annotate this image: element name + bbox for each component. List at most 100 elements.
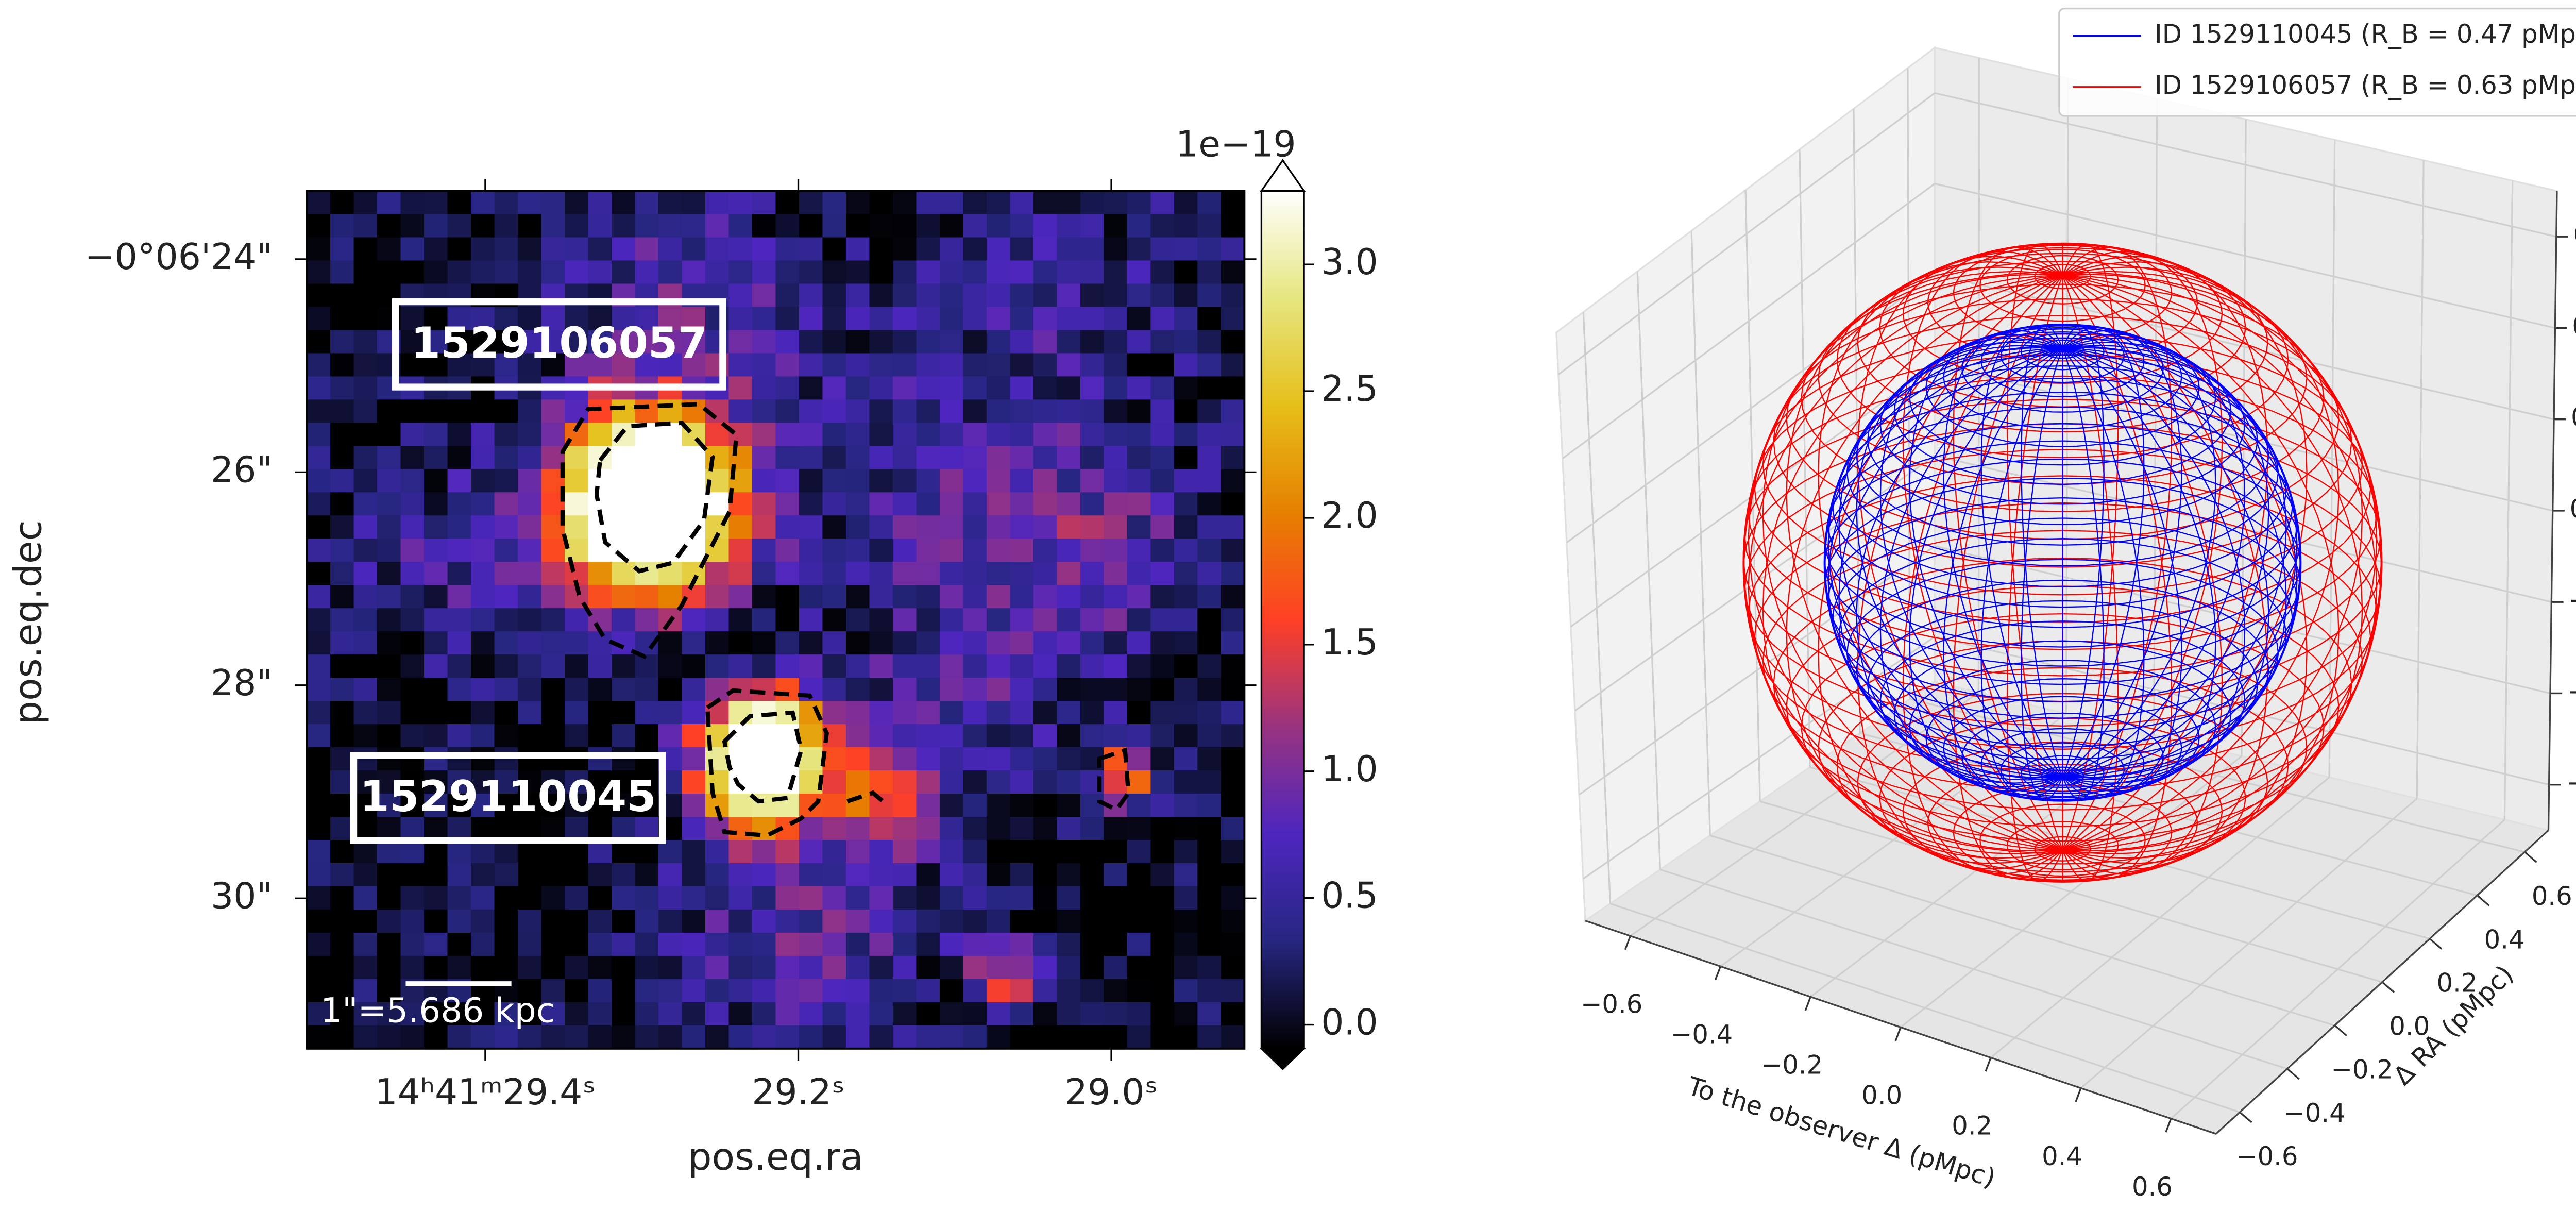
heatmap-cell: [1057, 492, 1081, 516]
heatmap-cell: [728, 886, 753, 911]
heatmap-cell: [916, 214, 941, 238]
heatmap-cell: [424, 863, 448, 887]
heatmap-cell: [752, 237, 776, 261]
heatmap-cell: [775, 932, 800, 957]
heatmap-cell: [658, 515, 683, 540]
heatmap-cell: [307, 955, 331, 980]
heatmap-cell: [353, 492, 378, 516]
heatmap-cell: [1221, 654, 1245, 679]
heatmap-cell: [963, 283, 988, 308]
heatmap-cell: [775, 1025, 800, 1050]
heatmap-cell: [588, 909, 613, 934]
heatmap-cell: [518, 330, 542, 354]
heatmap-cell: [1010, 585, 1035, 609]
heatmap-cell: [963, 979, 988, 1003]
heatmap-cell: [588, 353, 613, 377]
heatmap-cell: [869, 955, 894, 980]
heatmap-cell: [728, 237, 753, 261]
heatmap-cell: [728, 909, 753, 934]
heatmap-cell: [986, 237, 1011, 261]
heatmap-cell: [682, 353, 706, 377]
heatmap-cell: [916, 608, 941, 632]
heatmap-cell: [424, 1002, 448, 1027]
heatmap-cell: [307, 376, 331, 400]
heatmap-cell: [1104, 307, 1128, 331]
heatmap-cell: [565, 399, 589, 424]
heatmap-cell: [1174, 283, 1198, 308]
heatmap-cell: [822, 376, 847, 400]
heatmap-cell: [963, 747, 988, 771]
heatmap-cell: [565, 701, 589, 725]
heatmap-cell: [1080, 1002, 1105, 1027]
heatmap-cell: [1080, 585, 1105, 609]
heatmap-cell: [541, 747, 566, 771]
heatmap-cell: [447, 608, 472, 632]
sphere: [1823, 324, 2302, 802]
heatmap-cell: [635, 701, 659, 725]
heatmap-cell: [775, 237, 800, 261]
heatmap-cell: [611, 794, 636, 818]
heatmap-cell: [330, 932, 354, 957]
grid-line: [1934, 273, 2554, 421]
heatmap-cell: [869, 330, 894, 354]
heatmap: [307, 191, 1245, 1050]
heatmap-cell: [565, 260, 589, 284]
heatmap-cell: [330, 469, 354, 493]
heatmap-cell: [377, 701, 401, 725]
heatmap-cell: [1033, 701, 1058, 725]
heatmap-cell: [588, 1002, 613, 1027]
heatmap-cell: [916, 747, 941, 771]
heatmap-cell: [799, 562, 823, 586]
heatmap-cell: [892, 724, 917, 748]
heatmap-cell: [1010, 376, 1035, 400]
heatmap-cell: [588, 654, 613, 679]
parallel: [1857, 693, 2268, 873]
y-tick-label: −0.2: [2331, 1055, 2393, 1085]
heatmap-cell: [705, 979, 730, 1003]
parallel: [2034, 264, 2091, 290]
heatmap-cell: [916, 423, 941, 447]
heatmap-cell: [1174, 353, 1198, 377]
heatmap-cell: [986, 353, 1011, 377]
heatmap-cell: [916, 191, 941, 215]
heatmap-cell: [1057, 678, 1081, 702]
heatmap-cell: [1010, 863, 1035, 887]
heatmap-cell: [447, 469, 472, 493]
heatmap-cell: [658, 724, 683, 748]
heatmap-cell: [447, 446, 472, 470]
heatmap-cell: [1221, 794, 1245, 818]
heatmap-cell: [1033, 886, 1058, 911]
heatmap-cell: [1127, 515, 1151, 540]
heatmap-cell: [682, 1002, 706, 1027]
heatmap-cell: [986, 886, 1011, 911]
heatmap-cell: [1033, 979, 1058, 1003]
heatmap-cell: [424, 191, 448, 215]
heatmap-cell: [353, 955, 378, 980]
heatmap-cell: [471, 654, 495, 679]
heatmap-cell: [494, 330, 519, 354]
heatmap-cell: [611, 678, 636, 702]
heatmap-cell: [1221, 539, 1245, 563]
heatmap-cell: [869, 1002, 894, 1027]
heatmap-cell: [1221, 283, 1245, 308]
heatmap-cell: [588, 562, 613, 586]
heatmap-cell: [939, 840, 964, 864]
z-tick-label: 0.2: [2571, 402, 2576, 432]
heatmap-cell: [1033, 654, 1058, 679]
heatmap-cell: [939, 654, 964, 679]
heatmap-cell: [494, 214, 519, 238]
heatmap-cell: [1104, 770, 1128, 795]
heatmap-cell: [1150, 909, 1175, 934]
heatmap-cell: [471, 191, 495, 215]
heatmap-cell: [963, 701, 988, 725]
heatmap-cell: [705, 886, 730, 911]
heatmap-cell: [1174, 863, 1198, 887]
heatmap-cell: [658, 1025, 683, 1050]
heatmap-cell: [728, 608, 753, 632]
heatmap-cell: [494, 515, 519, 540]
heatmap-cell: [1104, 886, 1128, 911]
legend-label: ID 1529106057 (R_B = 0.63 pMpc): [2155, 70, 2576, 100]
heatmap-cell: [752, 1002, 776, 1027]
x-tick-label: −0.2: [1761, 1050, 1823, 1080]
heatmap-cell: [1033, 794, 1058, 818]
